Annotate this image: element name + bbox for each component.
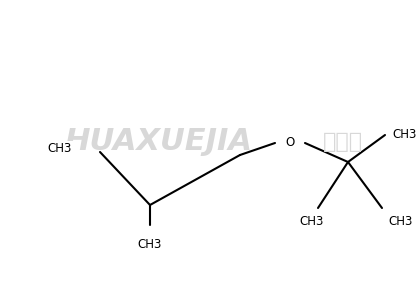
Text: 化学加: 化学加 <box>323 132 363 152</box>
Text: HUAXUEJIA: HUAXUEJIA <box>65 128 253 156</box>
Text: CH3: CH3 <box>388 215 413 228</box>
Text: O: O <box>285 137 295 149</box>
Text: CH3: CH3 <box>138 237 162 250</box>
Text: CH3: CH3 <box>392 128 416 141</box>
Text: CH3: CH3 <box>300 215 324 228</box>
Text: CH3: CH3 <box>48 141 72 154</box>
